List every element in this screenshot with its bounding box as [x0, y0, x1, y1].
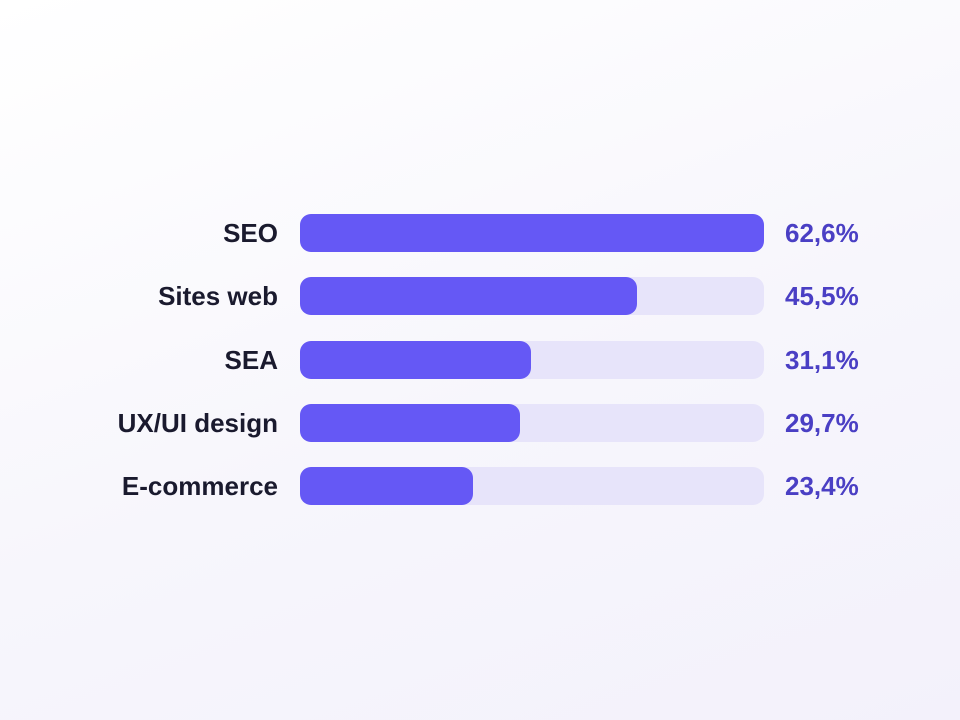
bar-value-label: 29,7% [785, 408, 859, 438]
bar-value-label: 31,1% [785, 345, 859, 375]
bar-fill [300, 404, 520, 442]
bar-value-label: 62,6% [785, 218, 859, 248]
bar-category-label: Sites web [158, 281, 278, 311]
bar-track [300, 467, 764, 505]
bar-value-label: 45,5% [785, 281, 859, 311]
bar-value-label: 23,4% [785, 471, 859, 501]
bar-category-label: E-commerce [121, 471, 278, 501]
bar-track [300, 341, 764, 379]
bar-track [300, 277, 764, 315]
bar-track [300, 214, 764, 252]
bar-category-label: UX/UI design [117, 408, 278, 438]
bar-fill [300, 214, 764, 252]
bar-category-label: SEA [224, 345, 278, 375]
bar-fill [300, 277, 637, 315]
bar-track [300, 404, 764, 442]
bar-fill [300, 467, 473, 505]
bar-category-label: SEO [223, 218, 278, 248]
bar-fill [300, 341, 531, 379]
